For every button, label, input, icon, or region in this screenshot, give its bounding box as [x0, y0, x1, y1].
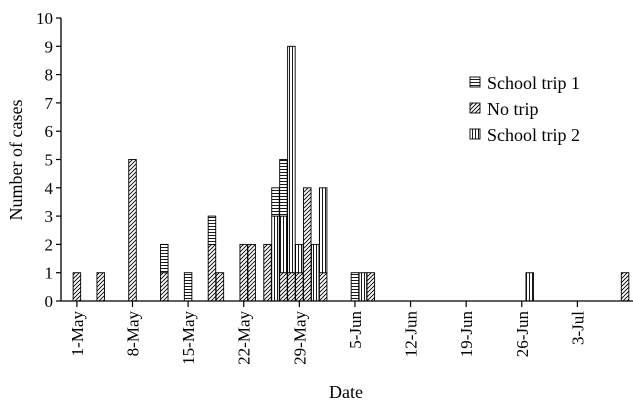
bar-segment-school-trip-2 [279, 215, 288, 274]
legend-swatch-school-trip-1 [469, 76, 481, 88]
x-tick-label: 19-Jun [457, 311, 476, 358]
axes [60, 18, 633, 302]
bar-segment-school-trip-1 [279, 159, 288, 217]
x-axis-title: Date [329, 382, 363, 402]
legend-swatch-no-trip [469, 102, 481, 114]
y-tick-label: 1 [45, 264, 54, 283]
y-tick-label: 4 [45, 179, 54, 198]
bar-segment-school-trip-1 [350, 272, 360, 302]
bar-segment-no-trip [207, 243, 217, 302]
bar-segment-no-trip [620, 272, 630, 302]
bar-segment-school-trip-2 [318, 187, 328, 274]
bar-segment-school-trip-2 [271, 215, 280, 302]
legend-swatch-school-trip-2 [469, 128, 481, 140]
bar-segment-no-trip [96, 272, 105, 302]
y-tick-label: 7 [45, 94, 54, 113]
bar-segment-school-trip-1 [160, 243, 169, 274]
x-tick-label: 3-Jul [568, 311, 587, 345]
bar-segment-school-trip-1 [271, 187, 280, 217]
x-tick-label: 12-Jun [402, 311, 421, 358]
y-tick-label: 10 [36, 9, 53, 28]
bar-segment-school-trip-1 [183, 272, 193, 302]
legend: School trip 1 No trip School trip 2 [469, 73, 580, 145]
bar-segment-no-trip [239, 243, 248, 302]
y-ticks: 0 1 2 3 4 5 6 7 8 9 10 [36, 9, 61, 311]
x-tick-label: 5-Jun [346, 311, 365, 349]
bars-layer [72, 45, 630, 302]
x-tick-label: 22-May [235, 311, 254, 365]
bar-segment-no-trip [247, 243, 256, 302]
y-tick-label: 3 [45, 207, 54, 226]
bar-segment-no-trip [318, 272, 328, 302]
bar-segment-no-trip [72, 272, 82, 302]
x-tick-label: 15-May [179, 311, 198, 365]
y-tick-label: 5 [45, 151, 54, 170]
bar-segment-school-trip-2 [525, 272, 534, 302]
bar-segment-school-trip-2 [295, 243, 304, 274]
y-tick-label: 2 [45, 235, 54, 254]
legend-label-no-trip: No trip [487, 99, 539, 119]
x-tick-label: 29-May [290, 311, 309, 365]
x-tick-label: 1-May [68, 311, 87, 357]
bar-segment-no-trip [263, 243, 272, 302]
bar-segment-school-trip-2 [310, 243, 320, 302]
x-ticks: 1-May 8-May 15-May 22-May 29-May 5-Jun 12-Jun 1… [68, 301, 587, 365]
y-axis-title: Number of cases [6, 100, 26, 221]
bar-segment-no-trip [287, 272, 296, 302]
bar-segment-no-trip [295, 272, 304, 302]
bar-segment-no-trip [128, 159, 137, 302]
bar-segment-no-trip [160, 272, 169, 302]
y-tick-label: 0 [45, 292, 54, 311]
bar-segment-no-trip [279, 272, 288, 302]
bar-segment-school-trip-2 [287, 45, 296, 274]
y-tick-label: 9 [45, 37, 54, 56]
bar-segment-school-trip-2 [358, 272, 368, 302]
bar-segment-no-trip [215, 272, 225, 302]
y-tick-label: 8 [45, 66, 54, 85]
bar-segment-no-trip [366, 272, 376, 302]
legend-label-school-trip-2: School trip 2 [487, 125, 580, 145]
x-tick-label: 26-Jun [513, 311, 532, 358]
y-tick-label: 6 [45, 122, 54, 141]
bar-segment-school-trip-1 [207, 215, 217, 245]
x-tick-label: 8-May [124, 311, 143, 357]
legend-label-school-trip-1: School trip 1 [487, 73, 580, 93]
bar-segment-no-trip [303, 187, 312, 302]
